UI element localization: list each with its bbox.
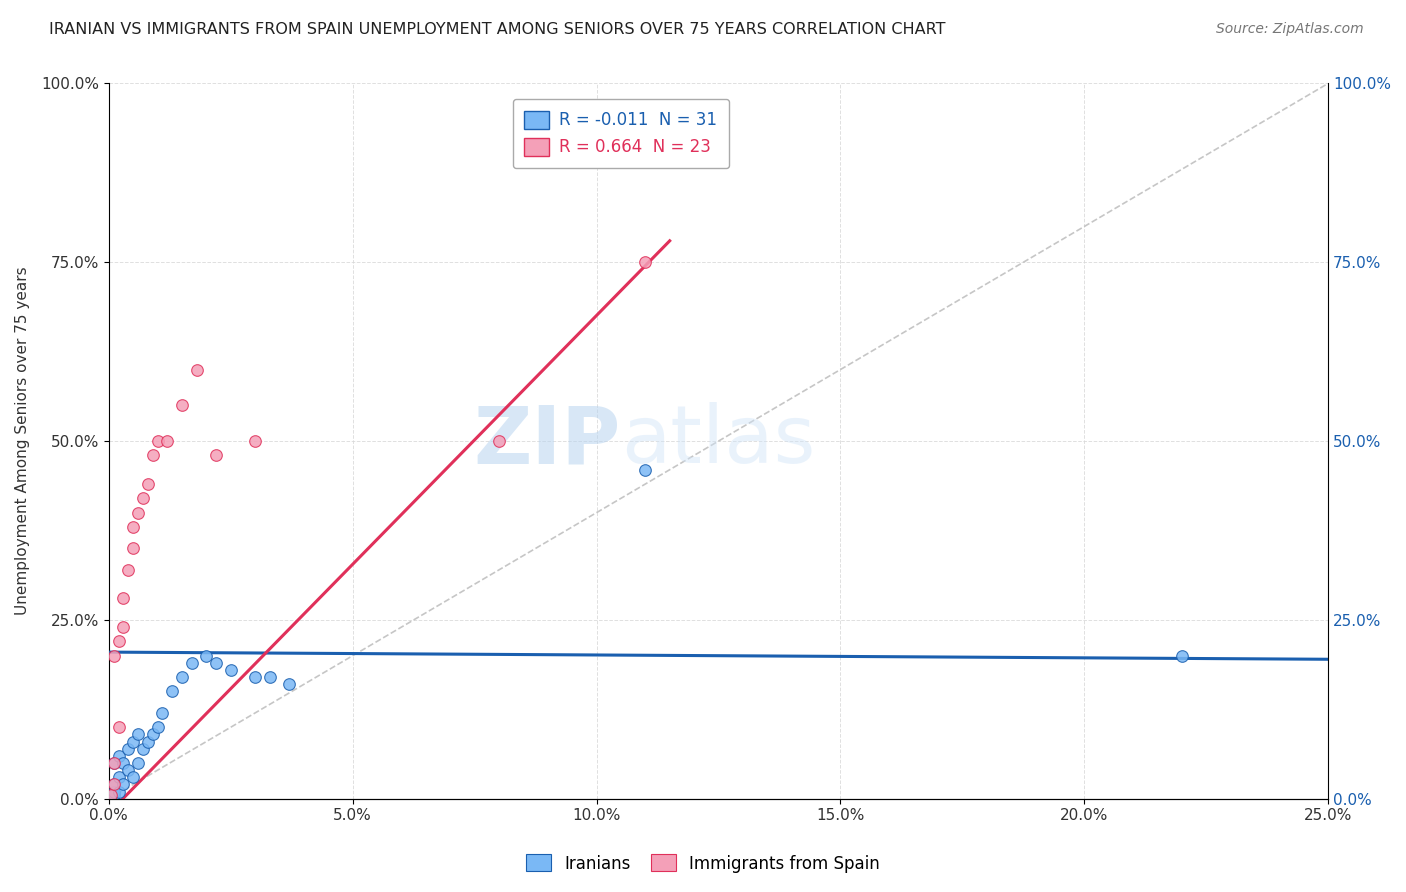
Point — [243, 670, 266, 684]
Legend: R = -0.011  N = 31, R = 0.664  N = 23: R = -0.011 N = 31, R = 0.664 N = 23 — [513, 99, 730, 168]
Point — [634, 255, 657, 269]
Point — [112, 777, 135, 791]
Point — [127, 756, 149, 770]
Point — [259, 670, 281, 684]
Point — [103, 784, 125, 798]
Point — [132, 491, 155, 506]
Point — [103, 756, 125, 770]
Point — [180, 656, 202, 670]
Point — [186, 362, 208, 376]
Point — [634, 463, 657, 477]
Point — [152, 706, 174, 720]
Point — [205, 449, 228, 463]
Point — [103, 777, 125, 791]
Point — [107, 634, 129, 648]
Point — [122, 770, 145, 784]
Point — [103, 788, 125, 802]
Point — [136, 734, 159, 748]
Point — [146, 720, 169, 734]
Text: Source: ZipAtlas.com: Source: ZipAtlas.com — [1216, 22, 1364, 37]
Point — [103, 756, 125, 770]
Point — [156, 434, 179, 449]
Point — [107, 748, 129, 763]
Point — [243, 434, 266, 449]
Point — [219, 663, 242, 677]
Point — [278, 677, 301, 691]
Point — [1171, 648, 1194, 663]
Point — [170, 398, 193, 412]
Point — [107, 720, 129, 734]
Text: ZIP: ZIP — [474, 402, 621, 480]
Point — [488, 434, 510, 449]
Y-axis label: Unemployment Among Seniors over 75 years: Unemployment Among Seniors over 75 years — [15, 267, 30, 615]
Point — [103, 648, 125, 663]
Legend: Iranians, Immigrants from Spain: Iranians, Immigrants from Spain — [519, 847, 887, 880]
Point — [195, 648, 218, 663]
Point — [112, 756, 135, 770]
Point — [122, 520, 145, 534]
Point — [103, 777, 125, 791]
Point — [146, 434, 169, 449]
Point — [142, 449, 165, 463]
Point — [107, 784, 129, 798]
Point — [107, 770, 129, 784]
Point — [136, 477, 159, 491]
Point — [112, 620, 135, 634]
Point — [117, 741, 139, 756]
Text: atlas: atlas — [621, 402, 815, 480]
Point — [117, 763, 139, 777]
Point — [100, 788, 122, 802]
Point — [117, 563, 139, 577]
Point — [170, 670, 193, 684]
Point — [132, 741, 155, 756]
Point — [142, 727, 165, 741]
Point — [122, 541, 145, 556]
Point — [205, 656, 228, 670]
Point — [127, 506, 149, 520]
Point — [162, 684, 184, 698]
Text: IRANIAN VS IMMIGRANTS FROM SPAIN UNEMPLOYMENT AMONG SENIORS OVER 75 YEARS CORREL: IRANIAN VS IMMIGRANTS FROM SPAIN UNEMPLO… — [49, 22, 946, 37]
Point — [122, 734, 145, 748]
Point — [112, 591, 135, 606]
Point — [127, 727, 149, 741]
